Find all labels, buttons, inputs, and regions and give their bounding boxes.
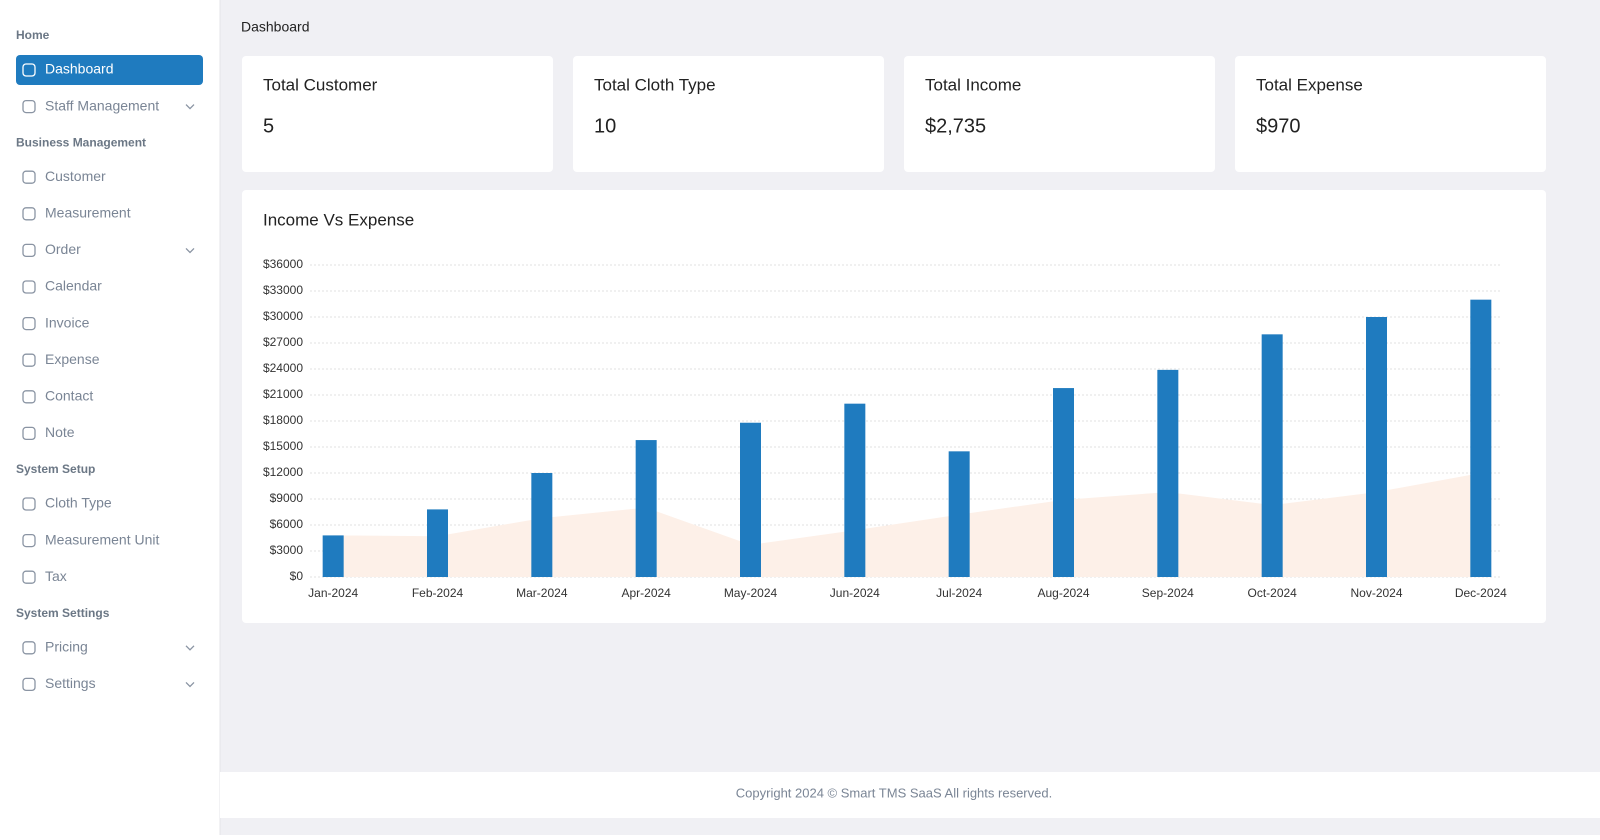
- bar: [636, 440, 657, 577]
- bar: [1470, 300, 1491, 577]
- nav-item[interactable]: Expense: [45, 351, 100, 367]
- sidebar-section: Business Management: [16, 135, 146, 149]
- y-tick-label: $33000: [263, 283, 303, 297]
- x-tick-label: May-2024: [724, 586, 778, 600]
- breadcrumb: Dashboard: [241, 19, 310, 35]
- nav-item[interactable]: Measurement Unit: [45, 531, 159, 547]
- sidebar-section: System Settings: [16, 606, 110, 620]
- x-tick-label: Jan-2024: [308, 586, 358, 600]
- nav-item[interactable]: Tax: [45, 568, 67, 584]
- nav-item[interactable]: Note: [45, 424, 75, 440]
- nav-item[interactable]: Settings: [45, 675, 96, 691]
- x-tick-label: Apr-2024: [621, 586, 671, 600]
- chart-title: Income Vs Expense: [263, 210, 414, 229]
- nav-item[interactable]: Calendar: [45, 278, 102, 294]
- x-tick-label: Nov-2024: [1350, 586, 1402, 600]
- y-tick-label: $30000: [263, 309, 303, 323]
- y-tick-label: $6000: [270, 517, 304, 531]
- stat-title: Total Expense: [1256, 75, 1363, 94]
- bar: [1053, 388, 1074, 577]
- y-tick-label: $15000: [263, 439, 303, 453]
- stat-value: $970: [1256, 115, 1301, 137]
- x-tick-label: Oct-2024: [1247, 586, 1297, 600]
- x-tick-label: Jun-2024: [830, 586, 880, 600]
- y-tick-label: $12000: [263, 465, 303, 479]
- stat-title: Total Cloth Type: [594, 75, 716, 94]
- nav-item[interactable]: Contact: [45, 388, 93, 404]
- x-tick-label: Feb-2024: [412, 586, 464, 600]
- y-tick-label: $36000: [263, 257, 303, 271]
- y-tick-label: $27000: [263, 335, 303, 349]
- bar: [427, 509, 448, 577]
- y-tick-label: $0: [290, 569, 304, 583]
- y-tick-label: $9000: [270, 491, 304, 505]
- stat-card: [904, 56, 1215, 172]
- stat-title: Total Customer: [263, 75, 378, 94]
- bar: [1262, 334, 1283, 577]
- bar: [844, 404, 865, 577]
- nav-item[interactable]: Staff Management: [45, 97, 159, 113]
- bar: [949, 451, 970, 577]
- bar: [1366, 317, 1387, 577]
- footer-text: Copyright 2024 © Smart TMS SaaS All righ…: [736, 785, 1052, 800]
- y-tick-label: $24000: [263, 361, 303, 375]
- sidebar: [0, 0, 220, 835]
- stat-title: Total Income: [925, 75, 1021, 94]
- nav-item[interactable]: Invoice: [45, 314, 90, 330]
- bar: [1157, 370, 1178, 577]
- sidebar-section: System Setup: [16, 462, 95, 476]
- nav-item[interactable]: Pricing: [45, 639, 88, 655]
- stat-value: 10: [594, 115, 616, 137]
- nav-item[interactable]: Order: [45, 241, 81, 257]
- y-tick-label: $21000: [263, 387, 303, 401]
- stat-card: [573, 56, 884, 172]
- stat-value: 5: [263, 115, 274, 137]
- nav-item[interactable]: Customer: [45, 168, 106, 184]
- x-tick-label: Sep-2024: [1142, 586, 1194, 600]
- nav-item[interactable]: Cloth Type: [45, 495, 112, 511]
- y-tick-label: $18000: [263, 413, 303, 427]
- nav-item[interactable]: Dashboard: [45, 61, 114, 77]
- x-tick-label: Aug-2024: [1037, 586, 1089, 600]
- sidebar-section: Home: [16, 28, 50, 42]
- stat-card: [242, 56, 553, 172]
- stat-card: [1235, 56, 1546, 172]
- bar: [323, 535, 344, 577]
- nav-item[interactable]: Measurement: [45, 205, 131, 221]
- bar: [531, 473, 552, 577]
- x-tick-label: Jul-2024: [936, 586, 982, 600]
- bar: [740, 423, 761, 577]
- stat-value: $2,735: [925, 115, 986, 137]
- x-tick-label: Dec-2024: [1455, 586, 1507, 600]
- x-tick-label: Mar-2024: [516, 586, 568, 600]
- y-tick-label: $3000: [270, 543, 304, 557]
